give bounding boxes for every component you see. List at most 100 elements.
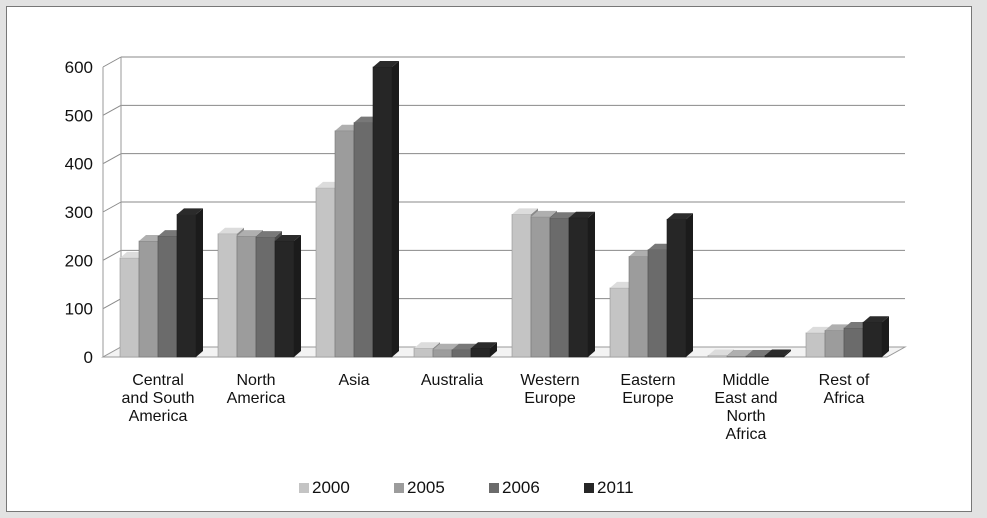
bar-side [588, 211, 595, 357]
gridline-side [102, 104, 122, 116]
legend-label: 2011 [597, 478, 634, 497]
bar-top [433, 343, 459, 350]
bar-front [764, 355, 785, 358]
bar-front [432, 349, 453, 358]
x-tick-label: North America [227, 372, 286, 407]
x-tick-label-line: Rest of [819, 372, 870, 389]
bar [764, 349, 791, 358]
bar-side [490, 342, 497, 357]
bar-front [372, 66, 393, 358]
legend-label: 2000 [312, 478, 350, 497]
legend-item: 2006 [489, 478, 540, 497]
bar-side [784, 349, 791, 357]
bar-top [765, 349, 791, 356]
y-tick-label: 200 [65, 251, 93, 270]
bar-top [667, 213, 693, 220]
y-tick-label: 600 [65, 58, 93, 77]
legend-swatch [584, 483, 594, 493]
bar-top [177, 208, 203, 215]
gridline-side [102, 153, 122, 165]
legend-item: 2000 [299, 478, 350, 497]
bar-side [882, 316, 889, 357]
bar-top [414, 342, 440, 349]
bar-top [746, 350, 772, 357]
bar-front [217, 233, 238, 358]
bar-side [392, 61, 399, 357]
bar-front [315, 187, 336, 358]
x-tick-label-line: Eastern [620, 372, 675, 389]
x-tick-label: Rest of Africa [819, 372, 870, 407]
chart-frame: 0 100 200 300 400 500 600 Central and South Ameri… [6, 6, 972, 512]
y-tick-label: 300 [65, 203, 93, 222]
x-tick-label: Australia [421, 372, 483, 389]
bar-front [413, 347, 434, 358]
bar-front [824, 330, 845, 358]
legend-item: 2005 [394, 478, 445, 497]
x-tick-label-line: East and [714, 390, 777, 407]
bar-front [176, 214, 197, 358]
bar-front [334, 130, 355, 358]
bar-top [863, 316, 889, 323]
legend-label: 2006 [502, 478, 540, 497]
x-tick-label-line: Africa [726, 426, 767, 443]
bar-front [470, 347, 491, 358]
bar-front [609, 287, 630, 358]
bar-front [707, 355, 728, 358]
legend-swatch [394, 483, 404, 493]
x-tick-label-line: Middle [722, 372, 769, 389]
legend: 2000 2005 2006 2011 [299, 478, 634, 497]
legend-swatch [299, 483, 309, 493]
bar-front [511, 214, 532, 358]
bar [568, 211, 595, 358]
x-tick-label-line: America [129, 408, 188, 425]
bar-front [255, 236, 276, 358]
y-tick-label: 100 [65, 300, 93, 319]
bar-top [218, 227, 244, 234]
bar-top [550, 212, 576, 219]
bar-side [686, 213, 693, 357]
bar-top [275, 235, 301, 241]
bar-top [373, 61, 399, 67]
legend-item: 2011 [584, 478, 634, 497]
bar-front [549, 217, 570, 358]
bar [862, 316, 889, 358]
x-tick-label-line: America [227, 390, 286, 407]
gridline-side [102, 298, 122, 310]
x-tick-label-line: and South [122, 390, 195, 407]
gridline-side [102, 201, 122, 213]
x-tick-label-line: North [726, 408, 765, 425]
bar-front [353, 122, 374, 358]
y-tick-label: 400 [65, 155, 93, 174]
x-tick-label-line: Western [520, 372, 579, 389]
y-tick-label: 500 [65, 106, 93, 125]
bar-front [274, 240, 295, 358]
bar [372, 61, 399, 358]
gridline-side [102, 249, 122, 261]
x-tick-label-line: Europe [622, 390, 674, 407]
x-tick-label-line: Central [132, 372, 184, 389]
bar-front [236, 235, 257, 358]
bar-front [157, 235, 178, 358]
bar-top [237, 230, 263, 237]
bar-front [628, 256, 649, 358]
legend-label: 2005 [407, 478, 445, 497]
bar-front [745, 355, 766, 358]
x-tick-label: Middle East and North Africa [714, 372, 777, 443]
bar-front [647, 249, 668, 358]
bar-top [708, 349, 734, 356]
bar-front [862, 321, 883, 358]
bars-layer [119, 61, 889, 358]
bar-front [119, 257, 140, 358]
x-tick-label: Western Europe [520, 372, 579, 407]
bar [470, 342, 497, 358]
bar-side [294, 235, 301, 357]
bar-top [512, 208, 538, 215]
gridline-side [102, 56, 122, 68]
bar-top [569, 211, 595, 218]
bar-front [843, 327, 864, 358]
bar-top [727, 350, 753, 357]
x-tick-label-line: Asia [338, 372, 369, 389]
bar-front [568, 217, 589, 358]
bar-top [256, 231, 282, 238]
